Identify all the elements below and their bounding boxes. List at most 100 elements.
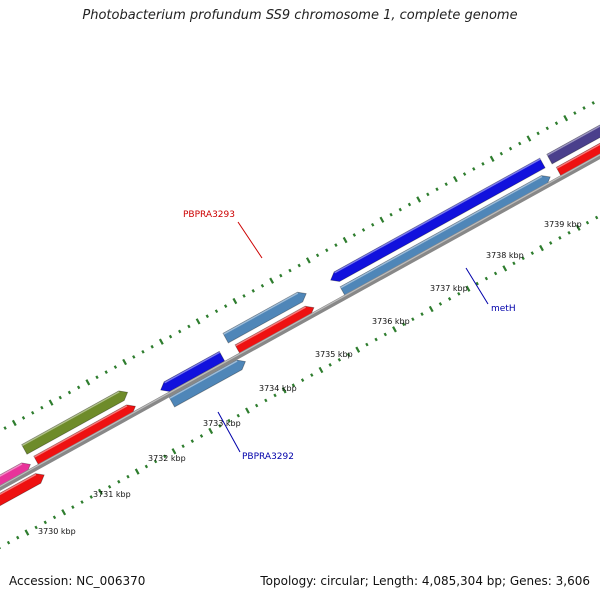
outer-tick-mark — [85, 379, 91, 386]
outer-tick-mark — [150, 344, 154, 349]
summary-text: Topology: circular; Length: 4,085,304 bp… — [260, 574, 590, 588]
inner-tick-mark — [558, 236, 562, 240]
outer-tick-mark — [334, 243, 338, 247]
leader-line — [217, 411, 241, 453]
tick-label: 3734 kbp — [259, 384, 297, 393]
inner-tick-mark — [392, 326, 397, 333]
pbpra3293-gene-shine — [223, 292, 299, 335]
leader-line — [237, 221, 263, 259]
outer-tick-mark — [315, 253, 320, 258]
steelblue-gene-3737[interactable] — [339, 175, 551, 298]
meth-gene-shine — [334, 158, 541, 274]
inner-tick-mark — [273, 393, 277, 398]
inner-tick-mark — [365, 342, 369, 347]
outer-tick-mark — [518, 141, 522, 146]
outer-tick-mark — [21, 416, 26, 420]
tick-label: 3732 kbp — [148, 454, 186, 463]
feature-track — [0, 119, 600, 516]
inner-tick-mark — [264, 398, 268, 403]
inner-tick-mark — [117, 479, 121, 484]
red-cds-4-shine — [556, 143, 600, 169]
inner-tick-mark — [428, 305, 434, 313]
outer-tick-mark — [168, 334, 173, 339]
inner-tick-mark — [346, 352, 351, 357]
inner-tick-mark — [475, 281, 479, 286]
outer-tick-mark — [104, 370, 108, 374]
outer-tick-mark — [342, 236, 348, 244]
tick-label: 3736 kbp — [372, 317, 410, 326]
outer-tick-mark — [435, 187, 439, 192]
outer-tick-mark — [426, 192, 430, 197]
outer-tick-mark — [508, 146, 513, 151]
red-cds-1[interactable] — [0, 473, 45, 516]
outer-tick-mark — [40, 405, 44, 410]
outer-tick-mark — [499, 151, 504, 156]
outer-tick-mark — [158, 338, 164, 345]
outer-tick-mark — [58, 395, 62, 400]
inner-tick-mark — [484, 276, 489, 281]
pbpra3293-gene[interactable] — [222, 291, 307, 344]
outer-tick-mark — [305, 257, 311, 264]
tick-label: 3731 kbp — [93, 490, 131, 499]
gene-label-track: PBPRA3293 PBPRA3292 metH — [183, 210, 516, 462]
inner-tick-mark — [134, 468, 140, 475]
gene-label-pbpra3293[interactable]: PBPRA3293 — [183, 210, 235, 220]
outer-tick-mark — [481, 162, 485, 166]
red-cds-3-shine — [235, 306, 306, 347]
pink-gene-shine — [0, 463, 23, 477]
outer-tick-mark — [223, 304, 228, 308]
inner-tick-mark — [281, 387, 287, 394]
outer-tick-mark — [76, 385, 81, 390]
inner-tick-mark — [52, 515, 57, 520]
outer-tick-mark — [214, 309, 219, 314]
inner-tick-mark — [218, 424, 222, 428]
gene-label-pbpra3292[interactable]: PBPRA3292 — [242, 452, 294, 462]
inner-tick-mark — [539, 244, 544, 252]
inner-tick-mark — [401, 322, 406, 327]
outer-tick-mark — [95, 375, 99, 380]
blue-gene-3733[interactable] — [160, 350, 226, 392]
red-cds-1-shine — [0, 473, 37, 496]
tick-label: 3733 kbp — [203, 419, 241, 428]
inner-tick-mark — [374, 337, 378, 342]
tick-label: 3735 kbp — [315, 350, 353, 359]
inner-tick-mark — [594, 215, 599, 220]
inner-tick-mark — [227, 418, 231, 423]
gene-label-meth[interactable]: metH — [491, 304, 516, 314]
outer-tick-mark — [472, 167, 476, 171]
inner-tick-mark — [512, 261, 516, 266]
inner-tick-mark — [163, 454, 167, 459]
tick-label: 3730 kbp — [38, 527, 76, 536]
blue-gene-3733-shine — [164, 351, 221, 384]
inner-tick-mark — [300, 378, 305, 382]
tick-label: 3739 kbp — [544, 220, 582, 229]
inner-tick-mark — [291, 383, 296, 388]
outer-tick-mark — [444, 182, 448, 187]
map-title: Photobacterium profundum SS9 chromosome … — [82, 8, 518, 23]
outer-tick-mark — [269, 277, 275, 284]
olive-gene[interactable] — [21, 390, 129, 455]
inner-tick-mark — [61, 509, 67, 516]
inner-tick-mark — [144, 464, 149, 469]
inner-tick-mark — [575, 224, 581, 231]
inner-tick-mark — [208, 427, 214, 435]
purple-gene[interactable] — [546, 119, 600, 165]
outer-tick-mark — [279, 273, 283, 278]
backbone-line — [0, 153, 600, 491]
inner-tick-mark — [337, 357, 342, 362]
inner-tick-mark — [236, 413, 240, 418]
outer-tick-mark — [195, 318, 201, 325]
tick-label: 3738 kbp — [486, 251, 524, 260]
outer-tick-mark — [11, 419, 17, 427]
meth-gene[interactable] — [330, 157, 546, 282]
steelblue-gene-3733-shine — [169, 360, 238, 399]
outer-tick-mark — [545, 126, 549, 131]
inner-tick-mark — [80, 500, 84, 504]
outer-tick-mark — [232, 297, 238, 305]
outer-tick-mark — [122, 358, 128, 366]
outer-tick-mark — [297, 263, 301, 268]
outer-tick-mark — [582, 106, 586, 110]
inner-tick-mark — [328, 363, 332, 367]
outer-tick-mark — [452, 175, 458, 183]
inner-tick-mark — [567, 230, 571, 235]
